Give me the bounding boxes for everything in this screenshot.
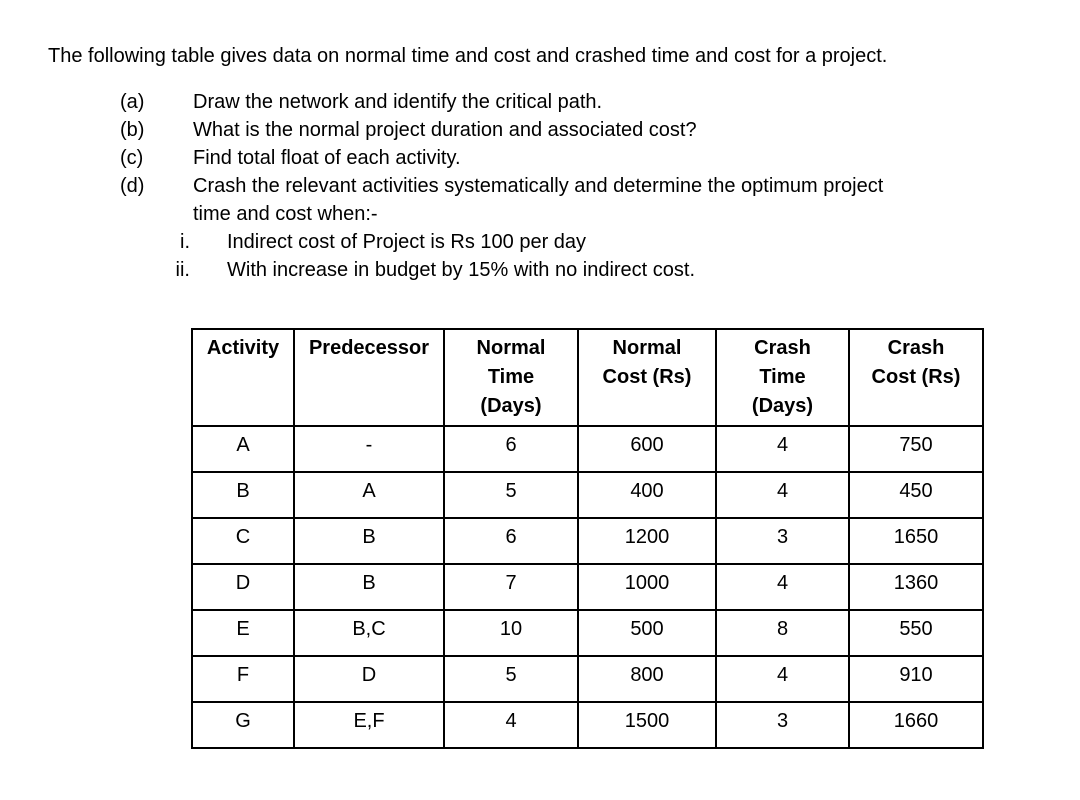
table-row: G E,F 4 1500 3 1660: [191, 701, 984, 749]
cell-crash-time: 4: [715, 563, 850, 611]
list-item-marker: (b): [120, 119, 145, 141]
question-list: (a) Draw the network and identify the cr…: [0, 88, 883, 284]
cell-crash-cost: 1660: [848, 701, 984, 749]
table-row: E B,C 10 500 8 550: [191, 609, 984, 657]
table-row: B A 5 400 4 450: [191, 471, 984, 519]
table-row: A - 6 600 4 750: [191, 425, 984, 473]
cell-crash-time: 4: [715, 471, 850, 519]
list-item-text: Draw the network and identify the critic…: [193, 91, 603, 113]
sub-list-item-marker: ii.: [175, 259, 190, 281]
list-item-text: Crash the relevant activities systematic…: [193, 175, 884, 197]
cell-crash-time: 3: [715, 517, 850, 565]
list-item-marker: [120, 200, 193, 228]
cell-crash-cost: 1360: [848, 563, 984, 611]
col-header-predecessor: Predecessor: [293, 328, 445, 427]
sub-list-item-text: With increase in budget by 15% with no i…: [227, 259, 696, 281]
activity-table-container: Activity Predecessor Normal Time (Days) …: [191, 328, 984, 749]
col-header-normal-cost: Normal Cost (Rs): [577, 328, 717, 427]
cell-normal-cost: 1200: [577, 517, 717, 565]
cell-crash-time: 4: [715, 425, 850, 473]
cell-activity: B: [191, 471, 295, 519]
cell-crash-cost: 750: [848, 425, 984, 473]
cell-normal-time: 5: [443, 471, 579, 519]
col-header-crash-cost: Crash Cost (Rs): [848, 328, 984, 427]
cell-crash-time: 8: [715, 609, 850, 657]
list-item: (b) What is the normal project duration …: [0, 116, 883, 144]
cell-predecessor: B: [293, 517, 445, 565]
cell-activity: D: [191, 563, 295, 611]
sub-list-item: ii. With increase in budget by 15% with …: [0, 256, 883, 284]
cell-normal-cost: 400: [577, 471, 717, 519]
cell-crash-time: 4: [715, 655, 850, 703]
cell-activity: A: [191, 425, 295, 473]
col-header-activity: Activity: [191, 328, 295, 427]
col-header-normal-time: Normal Time (Days): [443, 328, 579, 427]
list-item-continuation: time and cost when:-: [0, 200, 883, 228]
list-item: (a) Draw the network and identify the cr…: [0, 88, 883, 116]
cell-normal-cost: 1500: [577, 701, 717, 749]
table-header-row: Activity Predecessor Normal Time (Days) …: [191, 328, 984, 427]
cell-activity: E: [191, 609, 295, 657]
cell-predecessor: D: [293, 655, 445, 703]
col-header-crash-time: Crash Time (Days): [715, 328, 850, 427]
cell-normal-time: 7: [443, 563, 579, 611]
cell-crash-cost: 550: [848, 609, 984, 657]
cell-activity: G: [191, 701, 295, 749]
cell-crash-time: 3: [715, 701, 850, 749]
list-item-marker: (a): [120, 91, 145, 113]
sub-list-item-marker: i.: [180, 231, 190, 253]
cell-normal-time: 10: [443, 609, 579, 657]
cell-activity: C: [191, 517, 295, 565]
cell-predecessor: A: [293, 471, 445, 519]
table-row: D B 7 1000 4 1360: [191, 563, 984, 611]
table-row: F D 5 800 4 910: [191, 655, 984, 703]
cell-crash-cost: 450: [848, 471, 984, 519]
cell-crash-cost: 1650: [848, 517, 984, 565]
cell-predecessor: B: [293, 563, 445, 611]
list-item-text: Find total float of each activity.: [193, 147, 461, 169]
table-row: C B 6 1200 3 1650: [191, 517, 984, 565]
cell-crash-cost: 910: [848, 655, 984, 703]
activity-cost-table: Activity Predecessor Normal Time (Days) …: [191, 328, 984, 749]
list-item-marker: (c): [120, 147, 144, 169]
cell-predecessor: E,F: [293, 701, 445, 749]
page-title: The following table gives data on normal…: [48, 45, 888, 67]
cell-normal-time: 4: [443, 701, 579, 749]
cell-normal-cost: 800: [577, 655, 717, 703]
sub-list-item: i. Indirect cost of Project is Rs 100 pe…: [0, 228, 883, 256]
list-item-text: time and cost when:-: [193, 203, 378, 225]
cell-normal-cost: 1000: [577, 563, 717, 611]
cell-activity: F: [191, 655, 295, 703]
sub-list-item-text: Indirect cost of Project is Rs 100 per d…: [227, 231, 587, 253]
cell-normal-cost: 600: [577, 425, 717, 473]
cell-normal-time: 6: [443, 425, 579, 473]
cell-predecessor: -: [293, 425, 445, 473]
list-item-text: What is the normal project duration and …: [193, 119, 697, 141]
list-item-marker: (d): [120, 175, 145, 197]
cell-normal-time: 6: [443, 517, 579, 565]
cell-predecessor: B,C: [293, 609, 445, 657]
list-item: (c) Find total float of each activity.: [0, 144, 883, 172]
cell-normal-time: 5: [443, 655, 579, 703]
cell-normal-cost: 500: [577, 609, 717, 657]
list-item: (d) Crash the relevant activities system…: [0, 172, 883, 200]
